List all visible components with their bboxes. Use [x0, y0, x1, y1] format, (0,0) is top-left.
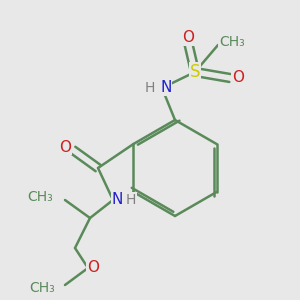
- Text: O: O: [232, 70, 244, 86]
- Text: H: H: [126, 193, 136, 207]
- Text: CH₃: CH₃: [27, 190, 53, 204]
- Text: CH₃: CH₃: [29, 281, 55, 295]
- Text: O: O: [182, 31, 194, 46]
- Text: S: S: [190, 63, 200, 81]
- Text: H: H: [145, 81, 155, 95]
- Text: O: O: [59, 140, 71, 154]
- Text: N: N: [111, 193, 123, 208]
- Text: N: N: [160, 80, 172, 95]
- Text: CH₃: CH₃: [219, 35, 245, 49]
- Text: O: O: [87, 260, 99, 275]
